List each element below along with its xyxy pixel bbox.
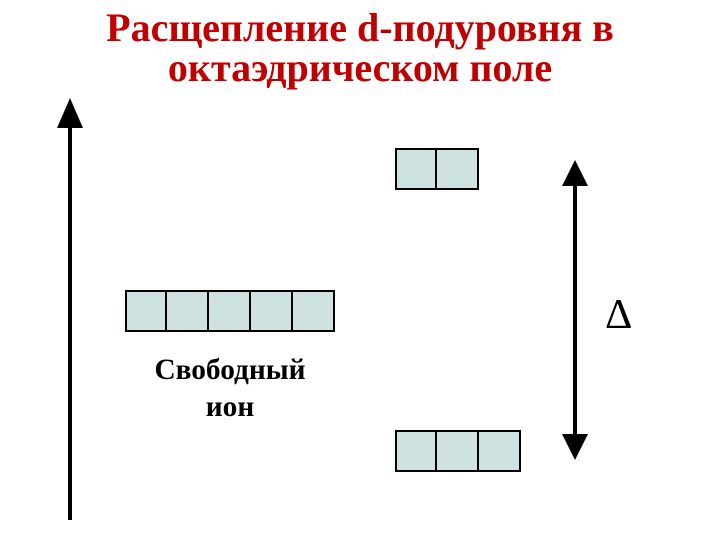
orbital-box bbox=[437, 430, 479, 472]
orbital-box bbox=[125, 290, 167, 332]
title-line-2: октаэдрическом поле bbox=[0, 48, 720, 88]
orbital-box bbox=[395, 148, 437, 190]
free-ion-label: Свободный ион bbox=[130, 352, 330, 425]
orbital-box bbox=[167, 290, 209, 332]
diagram-title: Расщепление d-подуровня в октаэдрическом… bbox=[0, 8, 720, 88]
title-line-1: Расщепление d-подуровня в bbox=[0, 8, 720, 48]
orbital-box bbox=[437, 148, 479, 190]
eg-orbitals bbox=[395, 148, 479, 190]
delta-arrow bbox=[560, 160, 590, 460]
orbital-box bbox=[209, 290, 251, 332]
free-ion-orbitals bbox=[125, 290, 335, 332]
free-ion-label-line-1: Свободный bbox=[130, 352, 330, 389]
delta-label: Δ bbox=[605, 290, 632, 339]
energy-axis-arrow bbox=[55, 98, 85, 522]
orbital-box bbox=[479, 430, 521, 472]
orbital-box bbox=[251, 290, 293, 332]
orbital-box bbox=[293, 290, 335, 332]
free-ion-label-line-2: ион bbox=[130, 389, 330, 426]
orbital-box bbox=[395, 430, 437, 472]
t2g-orbitals bbox=[395, 430, 521, 472]
